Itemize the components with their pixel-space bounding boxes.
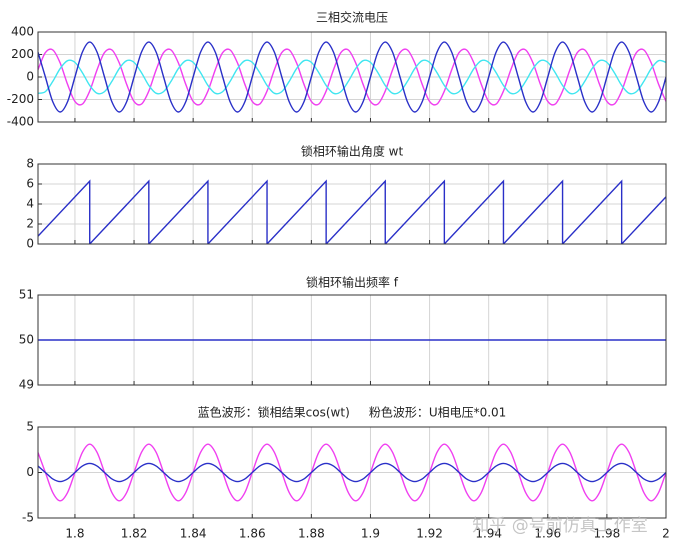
plot-area <box>38 443 666 502</box>
x-tick-label: 1.96 <box>534 527 561 541</box>
y-tick-label: 400 <box>11 25 34 39</box>
y-tick-label: 51 <box>19 288 34 302</box>
chart-title: 锁相环输出角度 wt <box>301 144 404 159</box>
y-tick-label: 0 <box>26 70 34 84</box>
x-tick-label: 1.94 <box>475 527 502 541</box>
plot-area <box>38 179 666 244</box>
watermark: 知乎 @号前仿真工作室 <box>472 516 647 536</box>
plot-area <box>38 41 666 113</box>
data-line <box>38 41 666 113</box>
y-tick-label: -200 <box>7 92 34 106</box>
y-tick-label: 0 <box>26 237 34 251</box>
axes-frame <box>37 31 667 123</box>
x-tick-label: 1.84 <box>180 527 207 541</box>
chart-title: 蓝色波形：锁相结果cos(wt) 粉色波形：U相电压*0.01 <box>198 405 507 420</box>
axes-frame <box>37 294 667 386</box>
data-line <box>38 443 666 502</box>
y-tick-label: 4 <box>26 197 34 211</box>
y-tick-label: 0 <box>26 465 34 479</box>
x-tick-label: 1.8 <box>65 527 84 541</box>
y-tick-label: 50 <box>19 333 34 347</box>
y-tick-label: 5 <box>26 420 34 434</box>
y-tick-label: -400 <box>7 115 34 129</box>
axes-frame <box>37 426 667 519</box>
y-tick-label: -5 <box>22 511 34 525</box>
chart-title: 三相交流电压 <box>316 10 388 25</box>
y-tick-label: 8 <box>26 157 34 171</box>
x-tick-label: 2 <box>662 527 670 541</box>
data-line <box>38 179 666 244</box>
x-tick-label: 1.98 <box>594 527 621 541</box>
y-tick-label: 200 <box>11 47 34 61</box>
x-tick-label: 1.92 <box>416 527 443 541</box>
data-line <box>38 59 666 95</box>
chart-title: 锁相环输出频率 f <box>306 275 399 290</box>
data-line <box>38 462 666 483</box>
x-tick-label: 1.82 <box>121 527 148 541</box>
y-tick-label: 2 <box>26 217 34 231</box>
y-tick-label: 49 <box>19 378 34 392</box>
axes-frame <box>37 163 667 245</box>
x-tick-label: 1.88 <box>298 527 325 541</box>
x-tick-label: 1.86 <box>239 527 266 541</box>
y-tick-label: 6 <box>26 177 34 191</box>
x-tick-label: 1.9 <box>361 527 380 541</box>
data-line <box>38 48 666 106</box>
